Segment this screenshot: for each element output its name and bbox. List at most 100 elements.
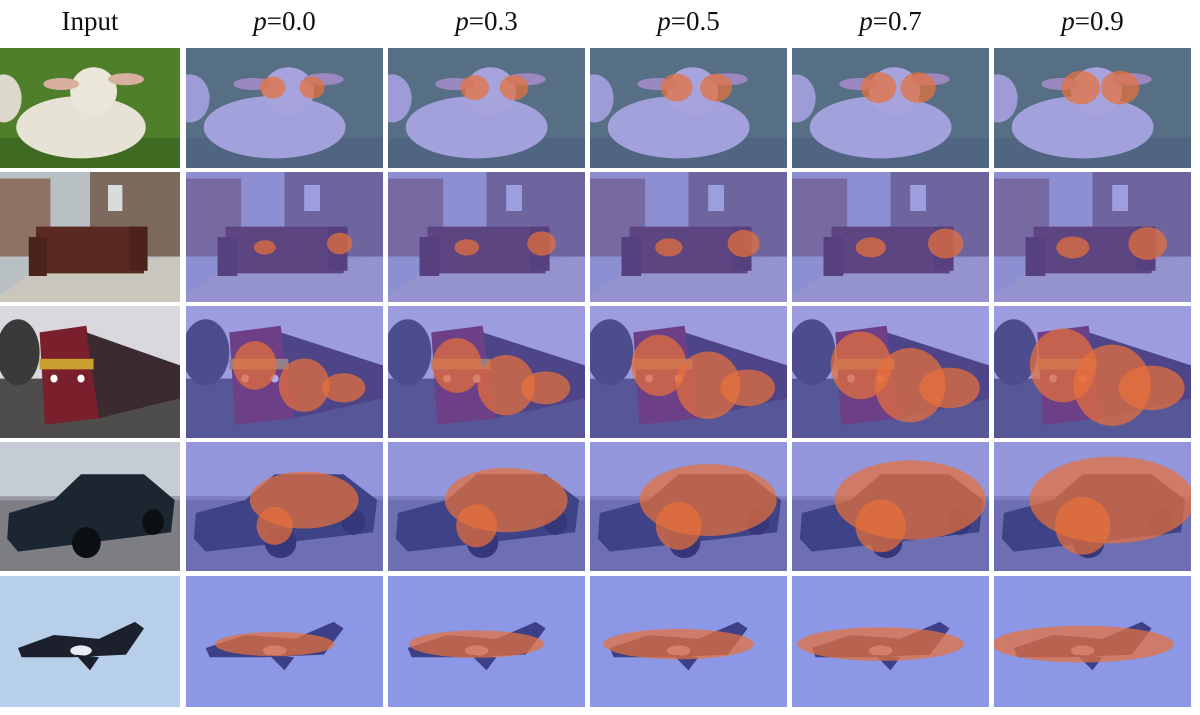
image-grid	[0, 48, 1191, 707]
header-eq: =0.7	[873, 6, 922, 36]
attention-blob	[994, 625, 1174, 663]
heatmap-image	[792, 576, 989, 707]
attention-blob	[214, 632, 335, 657]
attention-blob	[720, 369, 776, 407]
shape	[50, 374, 58, 383]
header-eq: =0.3	[469, 6, 518, 36]
column-headers: Input p=0.0 p=0.3 p=0.5 p=0.7 p=0.9	[62, 6, 1124, 36]
header-eq: =0.5	[671, 6, 720, 36]
attention-blob	[855, 237, 886, 258]
shape	[75, 654, 99, 671]
input-image	[0, 172, 180, 302]
attention-blob	[603, 628, 755, 660]
attention-blob	[919, 367, 980, 409]
heatmap-image	[388, 576, 585, 707]
attention-blob	[460, 75, 490, 101]
attention-blob	[1029, 456, 1191, 544]
shape	[36, 226, 144, 274]
heatmap-image	[792, 442, 989, 571]
heatmap-image	[994, 306, 1191, 438]
heatmap-image	[994, 172, 1191, 302]
heatmap-image	[590, 172, 787, 302]
attention-blob	[521, 371, 571, 405]
heatmap-image	[590, 442, 787, 571]
heatmap-image	[590, 576, 787, 707]
heatmap-image	[792, 306, 989, 438]
shape	[39, 325, 99, 425]
attention-blob	[1100, 70, 1140, 105]
heatmap-image	[792, 48, 989, 168]
heatmap-image	[388, 306, 585, 438]
attention-blob	[631, 334, 687, 397]
shape	[7, 474, 175, 552]
attention-blob	[278, 358, 330, 412]
shape	[129, 226, 148, 271]
attention-blob	[655, 238, 683, 257]
shape	[0, 74, 22, 123]
attention-blob	[256, 506, 293, 545]
attention-blob	[660, 73, 693, 102]
heatmap-image	[388, 442, 585, 571]
attention-blob	[499, 75, 529, 101]
heatmap-image	[994, 442, 1191, 571]
attention-blob	[456, 504, 498, 548]
shape	[43, 78, 80, 90]
shape	[28, 237, 47, 276]
shape	[70, 67, 117, 116]
column-header: p=0.3	[453, 6, 517, 36]
overlay	[186, 172, 383, 302]
heatmap-image	[388, 48, 585, 168]
shape	[39, 358, 94, 370]
header-eq: =0.9	[1075, 6, 1124, 36]
overlay	[994, 48, 1191, 168]
column-header: Input	[62, 6, 119, 36]
header-label: Input	[62, 6, 119, 36]
heatmap-image	[590, 306, 787, 438]
column-header: p=0.0	[251, 6, 315, 36]
heatmap-image	[186, 576, 383, 707]
attention-blob	[676, 351, 741, 419]
attention-blob	[326, 232, 353, 255]
attention-blob	[1055, 496, 1111, 555]
heatmap-image	[186, 48, 383, 168]
shape	[16, 96, 146, 159]
shape	[0, 319, 40, 386]
header-var: p	[655, 6, 671, 36]
header-var: p	[453, 6, 469, 36]
overlay	[792, 48, 989, 168]
heatmap-image	[388, 172, 585, 302]
shape	[77, 374, 85, 383]
input-image	[0, 442, 180, 571]
overlay	[186, 48, 383, 168]
attention-blob	[527, 231, 557, 256]
shape	[72, 527, 101, 559]
attention-blob	[874, 348, 946, 423]
shape	[142, 509, 164, 535]
attention-blob	[432, 337, 482, 393]
attention-blob	[1073, 344, 1151, 426]
attention-blob	[900, 72, 936, 103]
shape	[18, 621, 144, 658]
shape	[86, 332, 180, 419]
header-var: p	[251, 6, 267, 36]
attention-blob	[299, 76, 325, 99]
attention-blob	[409, 630, 545, 658]
input-image	[0, 576, 180, 707]
attention-blob	[233, 341, 277, 390]
attention-blob	[1056, 236, 1090, 259]
heatmap-image	[994, 48, 1191, 168]
attention-blob	[727, 229, 760, 258]
heatmap-image	[186, 442, 383, 571]
attention-blob	[454, 239, 480, 256]
heatmap-image	[186, 306, 383, 438]
attention-blob	[928, 228, 964, 259]
overlay	[388, 172, 585, 302]
attention-blob	[700, 73, 733, 102]
overlay	[388, 48, 585, 168]
attention-blob	[1128, 227, 1167, 260]
shape	[108, 73, 144, 86]
heatmap-image	[994, 576, 1191, 707]
attention-blob	[855, 499, 906, 553]
